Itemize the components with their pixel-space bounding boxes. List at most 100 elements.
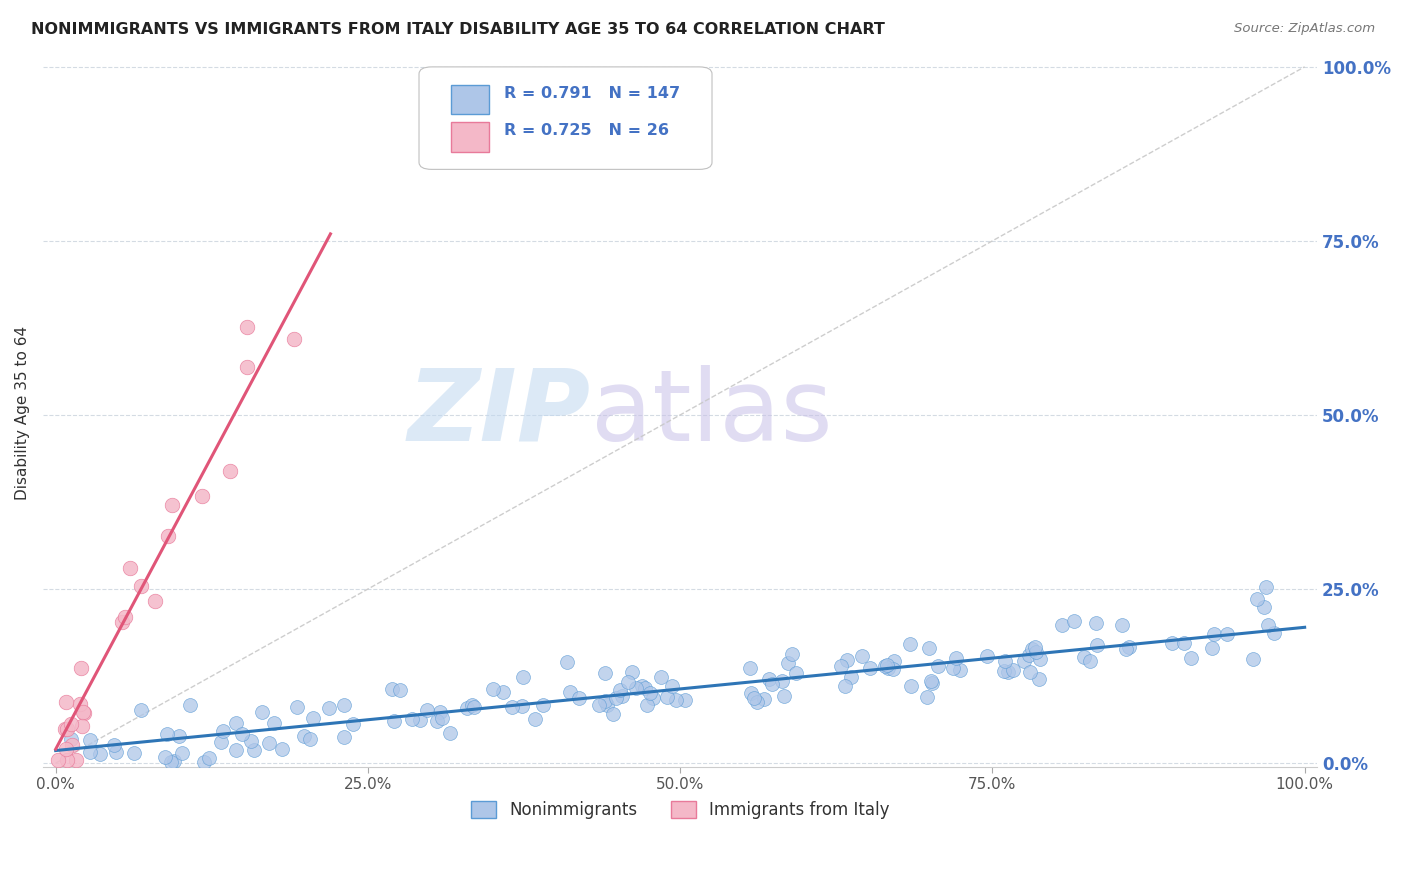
Point [1085, 615, 1108, 630]
Point [636, 698, 658, 712]
Point [949, 664, 972, 678]
Point [156, 528, 179, 542]
Point [55, 742, 77, 756]
Point [382, 714, 405, 728]
Point [225, 715, 247, 730]
Point [70, 661, 93, 675]
Point [1018, 665, 1040, 680]
Point [945, 651, 967, 665]
Point [69, 697, 91, 711]
Point [170, 746, 193, 760]
Point [242, 743, 264, 757]
Point [1216, 627, 1239, 641]
Point [858, 661, 880, 675]
Point [156, 727, 179, 741]
Point [900, 679, 922, 693]
Point [463, 700, 485, 714]
Point [160, 498, 183, 512]
Point [738, 661, 761, 675]
Point [927, 659, 949, 673]
Point [640, 686, 662, 700]
Point [610, 689, 633, 703]
Point [1021, 642, 1043, 657]
Point [770, 673, 793, 688]
Text: R = 0.725   N = 26: R = 0.725 N = 26 [505, 123, 669, 138]
Point [79, 745, 101, 759]
Point [212, 723, 235, 738]
Point [426, 714, 449, 728]
Point [1118, 640, 1140, 654]
Point [555, 655, 578, 669]
FancyBboxPatch shape [419, 67, 711, 169]
Text: Source: ZipAtlas.com: Source: ZipAtlas.com [1234, 22, 1375, 36]
Point [1180, 651, 1202, 665]
Point [780, 647, 803, 661]
Point [993, 664, 1015, 678]
Point [1257, 618, 1279, 632]
Point [160, 756, 183, 770]
Point [758, 672, 780, 686]
Point [643, 690, 665, 705]
Point [831, 658, 853, 673]
Point [263, 716, 285, 731]
Point [917, 641, 939, 656]
Point [1080, 654, 1102, 668]
Point [655, 690, 678, 705]
Point [1173, 636, 1195, 650]
Point [110, 615, 132, 629]
Point [942, 661, 965, 675]
Point [920, 673, 942, 688]
Point [921, 675, 943, 690]
Point [661, 679, 683, 693]
Point [631, 679, 654, 693]
Point [59, 717, 82, 731]
Point [302, 711, 325, 725]
Point [197, 751, 219, 765]
Point [491, 685, 513, 699]
Point [1111, 617, 1133, 632]
Point [236, 320, 259, 334]
Bar [451, 122, 489, 152]
Point [56, 753, 79, 767]
Point [1018, 648, 1040, 662]
Point [873, 659, 896, 673]
Point [877, 661, 900, 675]
Point [231, 727, 253, 741]
Point [1063, 615, 1085, 629]
Point [218, 464, 240, 478]
Point [1202, 627, 1225, 641]
Point [835, 652, 858, 666]
Point [79, 732, 101, 747]
Point [73, 706, 96, 720]
Point [287, 699, 309, 714]
Point [596, 698, 619, 713]
Point [240, 734, 263, 748]
Point [876, 657, 898, 672]
Point [602, 706, 624, 721]
Point [773, 689, 796, 703]
Point [292, 729, 315, 743]
Point [318, 701, 340, 715]
Point [70, 718, 93, 732]
Point [839, 670, 862, 684]
Point [193, 756, 215, 770]
Bar [451, 85, 489, 114]
Point [1253, 600, 1275, 615]
Point [1024, 640, 1046, 654]
Point [742, 691, 765, 706]
Point [179, 698, 201, 713]
Point [997, 665, 1019, 680]
Point [650, 670, 672, 684]
Point [882, 662, 904, 676]
Point [409, 714, 432, 728]
Point [588, 698, 610, 713]
Point [609, 682, 631, 697]
Point [461, 698, 484, 712]
Point [482, 682, 505, 697]
Point [153, 749, 176, 764]
Text: NONIMMIGRANTS VS IMMIGRANTS FROM ITALY DISABILITY AGE 35 TO 64 CORRELATION CHART: NONIMMIGRANTS VS IMMIGRANTS FROM ITALY D… [31, 22, 884, 37]
Point [430, 711, 453, 725]
Point [605, 690, 627, 705]
Point [60, 738, 83, 752]
Point [401, 712, 423, 726]
